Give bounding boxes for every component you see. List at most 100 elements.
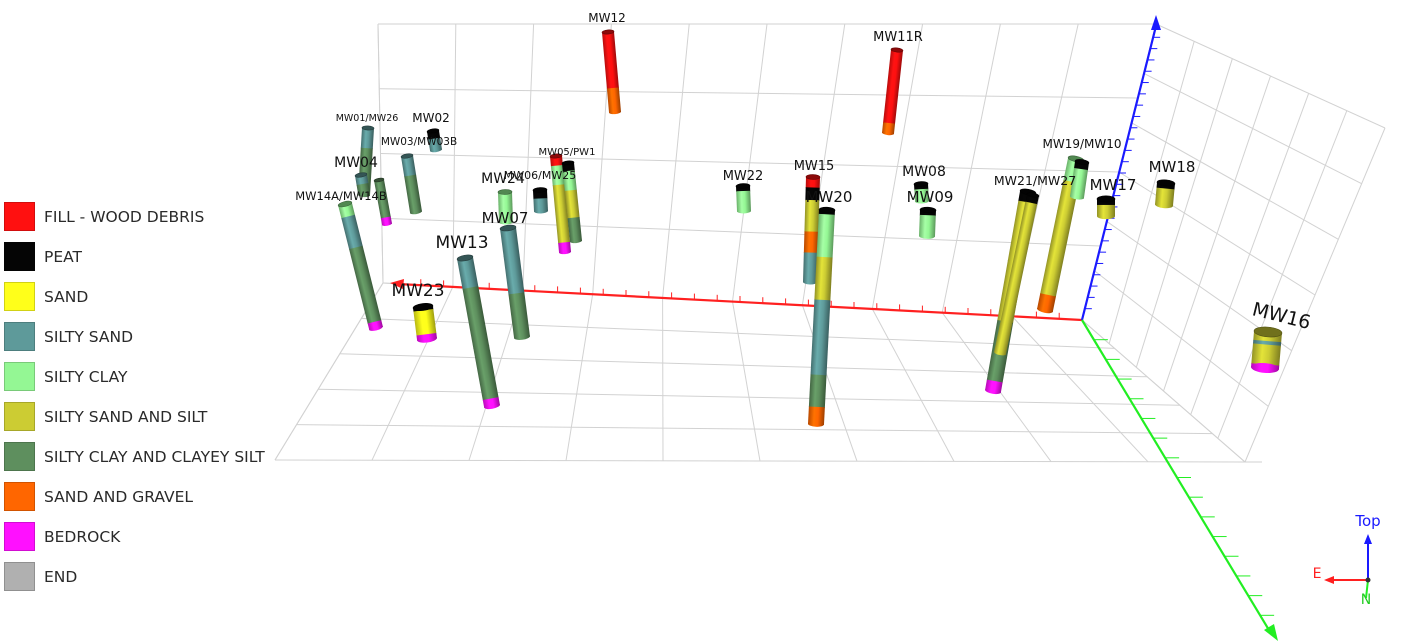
- well-segment: [810, 299, 831, 376]
- well-top: [499, 224, 517, 232]
- well-bottom: [570, 238, 582, 244]
- orient-east-label: E: [1313, 566, 1322, 582]
- orient-origin: [1365, 577, 1371, 583]
- legend-item: SILTY SAND: [4, 322, 264, 362]
- well-column[interactable]: [1096, 195, 1116, 220]
- legend-swatch: [4, 322, 35, 351]
- legend-label: SILTY SAND: [44, 328, 134, 346]
- orient-top-label: Top: [1354, 512, 1380, 530]
- well-column[interactable]: [601, 29, 622, 115]
- well-column[interactable]: [913, 181, 930, 204]
- well-segment: [500, 226, 520, 257]
- well-top: [735, 183, 751, 189]
- legend-item: BEDROCK: [4, 522, 264, 562]
- well-segment: [562, 170, 577, 192]
- well-column[interactable]: [918, 206, 937, 239]
- well-bottom: [534, 208, 548, 214]
- well-column[interactable]: [561, 160, 583, 244]
- well-column[interactable]: [1250, 326, 1283, 374]
- well-label: MW12: [588, 11, 626, 25]
- orient-north-label: N: [1361, 592, 1371, 608]
- well-top: [1074, 159, 1090, 165]
- well-column[interactable]: [373, 177, 393, 226]
- well-segment: [359, 147, 373, 170]
- well-label: MW14A/MW14B: [295, 189, 387, 203]
- well-segment: [807, 406, 825, 426]
- legend-swatch: [4, 242, 35, 271]
- well-segment: [804, 199, 820, 233]
- well-bottom: [1097, 212, 1115, 220]
- well-segment: [413, 308, 437, 337]
- well-bottom: [985, 387, 1001, 395]
- well-column[interactable]: [499, 224, 531, 341]
- well-column[interactable]: [412, 302, 438, 343]
- well-segment: [736, 190, 752, 212]
- x-axis-arrow: [390, 279, 404, 289]
- well-column[interactable]: [881, 47, 904, 136]
- grid-line: [732, 301, 761, 462]
- well-label: MW04: [334, 155, 378, 171]
- well-column[interactable]: [400, 153, 423, 215]
- well-column[interactable]: [802, 174, 821, 285]
- legend-swatch: [4, 442, 35, 471]
- well-top: [373, 177, 385, 183]
- well-column[interactable]: [735, 183, 752, 214]
- well-column[interactable]: [337, 200, 384, 332]
- well-top: [426, 128, 440, 134]
- well-column[interactable]: [994, 192, 1040, 357]
- legend-label: SILTY CLAY AND CLAYEY SILT: [44, 448, 265, 466]
- well-column[interactable]: [426, 128, 443, 153]
- well-segment: [457, 256, 479, 290]
- well-label: MW02: [412, 111, 450, 125]
- well-segment: [533, 198, 549, 212]
- well-bottom: [382, 222, 392, 226]
- well-segment: [552, 184, 568, 215]
- well-segment: [374, 179, 391, 219]
- well-bottom: [1037, 306, 1053, 314]
- well-column[interactable]: [456, 254, 501, 410]
- well-bottom: [919, 233, 935, 239]
- well-bottom: [417, 335, 437, 343]
- well-segment: [802, 252, 818, 283]
- grid-line: [371, 286, 454, 461]
- well-label: MW15: [794, 159, 835, 174]
- legend-item: SILTY SAND AND SILT: [4, 402, 264, 442]
- well-top: [913, 181, 929, 187]
- well-column[interactable]: [549, 153, 572, 255]
- well-segment: [508, 292, 531, 339]
- grid-lines: [274, 23, 1386, 463]
- well-bottom: [882, 130, 894, 136]
- well-label: MW01/MW26: [336, 113, 399, 124]
- well-label: MW05/PW1: [539, 147, 596, 158]
- well-segment: [1251, 343, 1281, 367]
- well-segment: [994, 201, 1038, 355]
- well-segment: [401, 155, 417, 178]
- well-segment: [360, 127, 374, 150]
- well-segment: [805, 187, 820, 201]
- legend-item: PEAT: [4, 242, 264, 282]
- well-bottom: [737, 208, 751, 214]
- well-column[interactable]: [497, 189, 514, 225]
- legend-label: END: [44, 568, 78, 586]
- well-label: MW21/MW27: [994, 173, 1076, 188]
- well-column[interactable]: [807, 206, 836, 427]
- well-label: MW08: [902, 164, 946, 180]
- well-bottom: [358, 190, 370, 196]
- well-column[interactable]: [1069, 159, 1090, 201]
- well-top: [532, 187, 548, 193]
- well-label: MW22: [723, 169, 764, 184]
- well-top: [1156, 179, 1176, 187]
- well-bottom: [559, 249, 571, 255]
- grid-line: [274, 459, 1246, 463]
- well-column[interactable]: [1154, 179, 1176, 209]
- well-segment: [567, 216, 583, 243]
- well-column[interactable]: [354, 172, 371, 196]
- well-segment: [564, 189, 580, 219]
- well-top: [1253, 326, 1283, 338]
- well-segment: [883, 49, 903, 125]
- well-column[interactable]: [532, 187, 549, 214]
- grid-line: [296, 424, 1213, 435]
- well-label: MW11R: [873, 30, 923, 45]
- grid-line: [1011, 315, 1149, 463]
